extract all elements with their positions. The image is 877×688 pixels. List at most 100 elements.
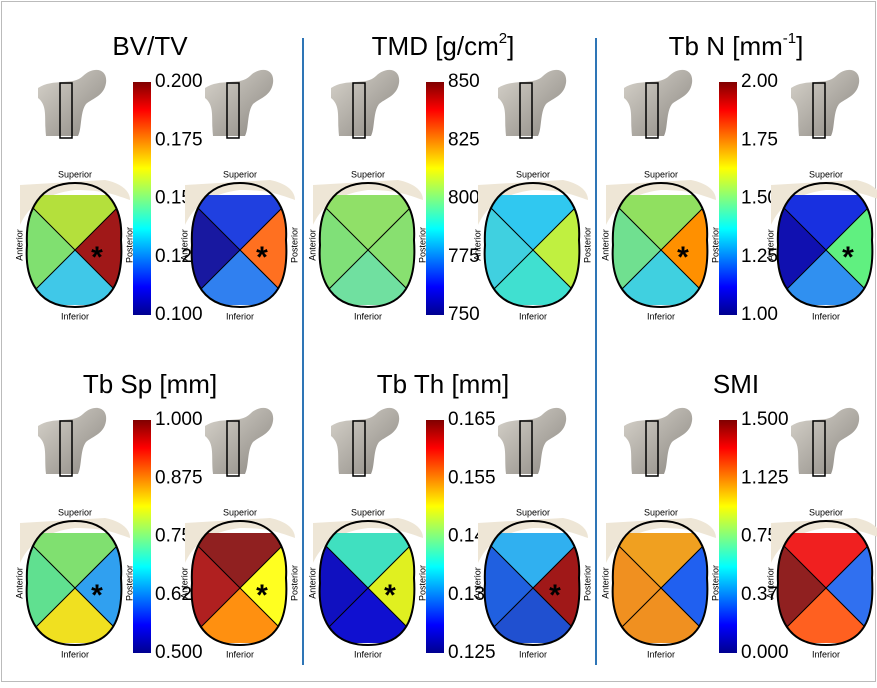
anterior-label: Anterior: [14, 229, 24, 261]
colorbar-tick-label: 0.155: [448, 467, 496, 488]
colorbar-tick-label: 0.175: [155, 129, 203, 150]
title-end: ]: [796, 31, 803, 61]
colorbar-tick-label: 0.125: [448, 642, 496, 663]
colorbar: [133, 420, 151, 653]
superior-label: Superior: [223, 169, 257, 179]
bone-icon: [624, 408, 692, 476]
superior-label: Superior: [809, 169, 843, 179]
colorbar: [426, 420, 444, 653]
bone-icon: [205, 408, 273, 476]
colorbar-tick-label: 1.75: [741, 129, 778, 150]
anterior-label: Anterior: [472, 229, 482, 261]
inferior-label: Inferior: [61, 311, 89, 321]
significance-asterisk: *: [842, 241, 854, 274]
title-text: TMD [g/cm: [372, 31, 499, 61]
superior-label: Superior: [644, 507, 678, 517]
bone-icon: [498, 70, 566, 138]
colorbar-tick-label: 1.500: [741, 409, 789, 430]
title-superscript: -1: [783, 30, 796, 47]
anterior-label: Anterior: [179, 567, 189, 599]
inferior-label: Inferior: [812, 649, 840, 659]
superior-label: Superior: [809, 507, 843, 517]
title-text: Tb Th [mm]: [377, 369, 509, 399]
panel-title: TMD [g/cm2]: [372, 30, 515, 61]
panel-title: Tb Th [mm]: [377, 369, 509, 399]
posterior-label: Posterior: [710, 565, 720, 601]
colorbar-tick-label: 0.000: [741, 642, 789, 663]
anterior-label: Anterior: [600, 229, 610, 261]
anterior-label: Anterior: [472, 567, 482, 599]
anterior-label: Anterior: [307, 229, 317, 261]
glenoid-map: SuperiorInferiorAnteriorPosterior*: [179, 507, 299, 659]
glenoid-map: Superior Inferior Anterior Posterior: [600, 507, 720, 659]
anterior-label: Anterior: [307, 567, 317, 599]
figure: BV/TV0.2000.1750.1500.1250.100SuperiorIn…: [0, 0, 877, 683]
bone-icon: [498, 408, 566, 476]
anterior-label: Anterior: [600, 567, 610, 599]
inferior-label: Inferior: [519, 649, 547, 659]
colorbar-tick-label: 2.00: [741, 71, 778, 92]
significance-asterisk: *: [677, 241, 689, 274]
bone-icon: [791, 70, 859, 138]
colorbar: [133, 82, 151, 315]
inferior-label: Inferior: [519, 311, 547, 321]
inferior-label: Inferior: [812, 311, 840, 321]
colorbar-tick-label: 1.00: [741, 304, 778, 325]
significance-asterisk: *: [384, 579, 396, 612]
posterior-label: Posterior: [710, 227, 720, 263]
significance-asterisk: *: [91, 241, 103, 274]
colorbar-tick-label: 825: [448, 129, 480, 150]
bone-icon: [38, 70, 106, 138]
bone-icon: [791, 408, 859, 476]
posterior-label: Posterior: [124, 565, 134, 601]
significance-asterisk: *: [256, 241, 268, 274]
inferior-label: Inferior: [226, 649, 254, 659]
superior-label: Superior: [351, 169, 385, 179]
colorbar-tick-label: 0.875: [155, 467, 203, 488]
superior-label: Superior: [58, 507, 92, 517]
inferior-label: Inferior: [226, 311, 254, 321]
anterior-label: Anterior: [765, 567, 775, 599]
significance-asterisk: *: [256, 579, 268, 612]
title-text: BV/TV: [112, 31, 188, 61]
glenoid-map: SuperiorInferiorAnteriorPosterior*: [14, 169, 134, 321]
glenoid-map: Superior Inferior Anterior Posterior: [472, 169, 592, 321]
inferior-label: Inferior: [61, 649, 89, 659]
title-text: Tb Sp [mm]: [83, 369, 217, 399]
title-end: ]: [507, 31, 514, 61]
posterior-label: Posterior: [582, 227, 592, 263]
panel-title: Tb N [mm-1]: [669, 30, 804, 61]
inferior-label: Inferior: [647, 649, 675, 659]
title-superscript: 2: [499, 30, 507, 47]
colorbar-tick-label: 750: [448, 304, 480, 325]
glenoid-map: Superior Inferior Anterior Posterior *: [14, 507, 134, 659]
posterior-label: Posterior: [582, 565, 592, 601]
colorbar-tick-label: 1.125: [741, 467, 789, 488]
superior-label: Superior: [516, 169, 550, 179]
posterior-label: Posterior: [124, 227, 134, 263]
colorbar-tick-label: 0.100: [155, 304, 203, 325]
glenoid-map: SuperiorInferiorAnteriorPosterior*: [179, 169, 299, 321]
significance-asterisk: *: [549, 579, 561, 612]
bone-icon: [205, 70, 273, 138]
posterior-label: Posterior: [289, 227, 299, 263]
colorbar-tick-label: 0.200: [155, 71, 203, 92]
inferior-label: Inferior: [647, 311, 675, 321]
colorbar-tick-label: 800: [448, 188, 480, 209]
panel-title: BV/TV: [112, 31, 188, 61]
colorbar: [719, 420, 737, 653]
bone-icon: [38, 408, 106, 476]
posterior-label: Posterior: [289, 565, 299, 601]
bone-icon: [331, 408, 399, 476]
colorbar-tick-label: 1.000: [155, 409, 203, 430]
significance-asterisk: *: [91, 579, 103, 612]
colorbar-tick-label: 850: [448, 71, 480, 92]
posterior-label: Posterior: [417, 565, 427, 601]
glenoid-map: SuperiorInferiorAnteriorPosterior*: [765, 169, 877, 321]
colorbar-tick-label: 0.500: [155, 642, 203, 663]
superior-label: Superior: [644, 169, 678, 179]
anterior-label: Anterior: [14, 567, 24, 599]
